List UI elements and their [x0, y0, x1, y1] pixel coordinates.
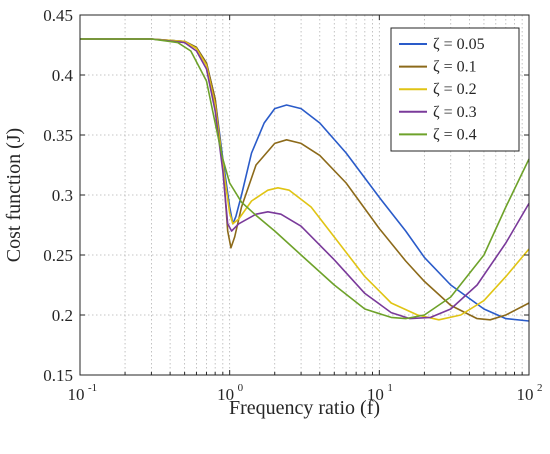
- y-tick-label: 0.15: [43, 366, 73, 385]
- y-tick-label: 0.25: [43, 246, 73, 265]
- legend-label: ζ = 0.1: [433, 59, 477, 76]
- y-tick-label: 0.2: [52, 306, 73, 325]
- x-tick-exponent: 0: [238, 382, 244, 394]
- series-line: [80, 38, 530, 320]
- legend-label: ζ = 0.3: [433, 104, 477, 121]
- legend: ζ = 0.05 ζ = 0.1 ζ = 0.2 ζ = 0.3 ζ = 0.4: [390, 27, 520, 152]
- y-tick-label: 0.3: [52, 186, 73, 205]
- x-tick-label: 10: [367, 385, 384, 404]
- x-tick-label: 10: [517, 385, 534, 404]
- grid: [80, 15, 529, 375]
- x-tick-label: 10: [217, 385, 234, 404]
- y-tick-label: 0.35: [43, 126, 73, 145]
- x-tick-exponent: 2: [537, 382, 543, 394]
- series-line: [80, 38, 530, 320]
- series-line: [80, 38, 530, 321]
- y-axis-title: Cost function (J): [3, 128, 25, 262]
- axis-ticks: 10 -1 10 0 10 1 10 20.150.20.250.30.350.40.45: [43, 6, 542, 404]
- x-tick-exponent: -1: [88, 382, 97, 394]
- series-layer: [80, 38, 530, 322]
- series-line: [80, 38, 530, 321]
- x-axis-title: Frequency ratio (f): [229, 397, 380, 419]
- legend-label: ζ = 0.4: [433, 126, 477, 143]
- legend-label: ζ = 0.05: [433, 36, 485, 53]
- legend-label: ζ = 0.2: [433, 81, 477, 98]
- y-tick-label: 0.4: [52, 66, 74, 85]
- y-tick-label: 0.45: [43, 6, 73, 25]
- x-tick-label: 10: [68, 385, 85, 404]
- x-tick-exponent: 1: [387, 382, 393, 394]
